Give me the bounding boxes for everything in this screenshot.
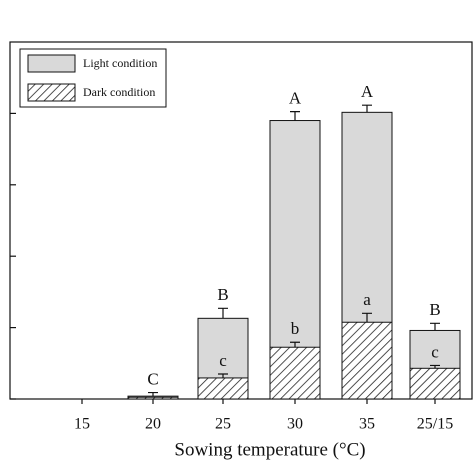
legend-label: Light condition — [83, 56, 157, 70]
x-tick-label: 30 — [287, 416, 303, 433]
significance-letter: a — [363, 290, 371, 309]
legend-label: Dark condition — [83, 85, 155, 99]
x-tick-label: 25 — [215, 416, 231, 433]
significance-letter: c — [431, 342, 439, 361]
error-bar — [430, 322, 440, 331]
bar — [409, 367, 461, 400]
x-tick-label: 25/15 — [417, 416, 453, 433]
bar — [197, 377, 249, 400]
significance-letter: c — [219, 351, 227, 370]
bar — [341, 321, 393, 400]
x-axis-label: Sowing temperature (°C) — [174, 439, 365, 460]
significance-letter: C — [147, 369, 158, 388]
error-bar — [148, 391, 158, 397]
significance-letter: A — [289, 89, 302, 108]
significance-letter: B — [429, 300, 440, 319]
error-bar — [430, 364, 440, 369]
significance-letter: b — [291, 319, 300, 338]
error-bar — [218, 373, 228, 378]
x-tick-label: 15 — [74, 416, 90, 433]
bar — [269, 346, 321, 400]
bar — [127, 396, 179, 400]
error-bar — [290, 111, 300, 121]
legend-swatch — [27, 83, 76, 102]
error-bar — [362, 104, 372, 113]
legend-swatch — [27, 54, 76, 73]
error-bar — [218, 307, 228, 319]
error-bar — [362, 312, 372, 323]
significance-letter: A — [361, 82, 374, 101]
error-bar — [290, 341, 300, 348]
significance-letter: B — [217, 285, 228, 304]
x-tick-label: 20 — [145, 416, 161, 433]
x-tick-label: 35 — [359, 416, 375, 433]
